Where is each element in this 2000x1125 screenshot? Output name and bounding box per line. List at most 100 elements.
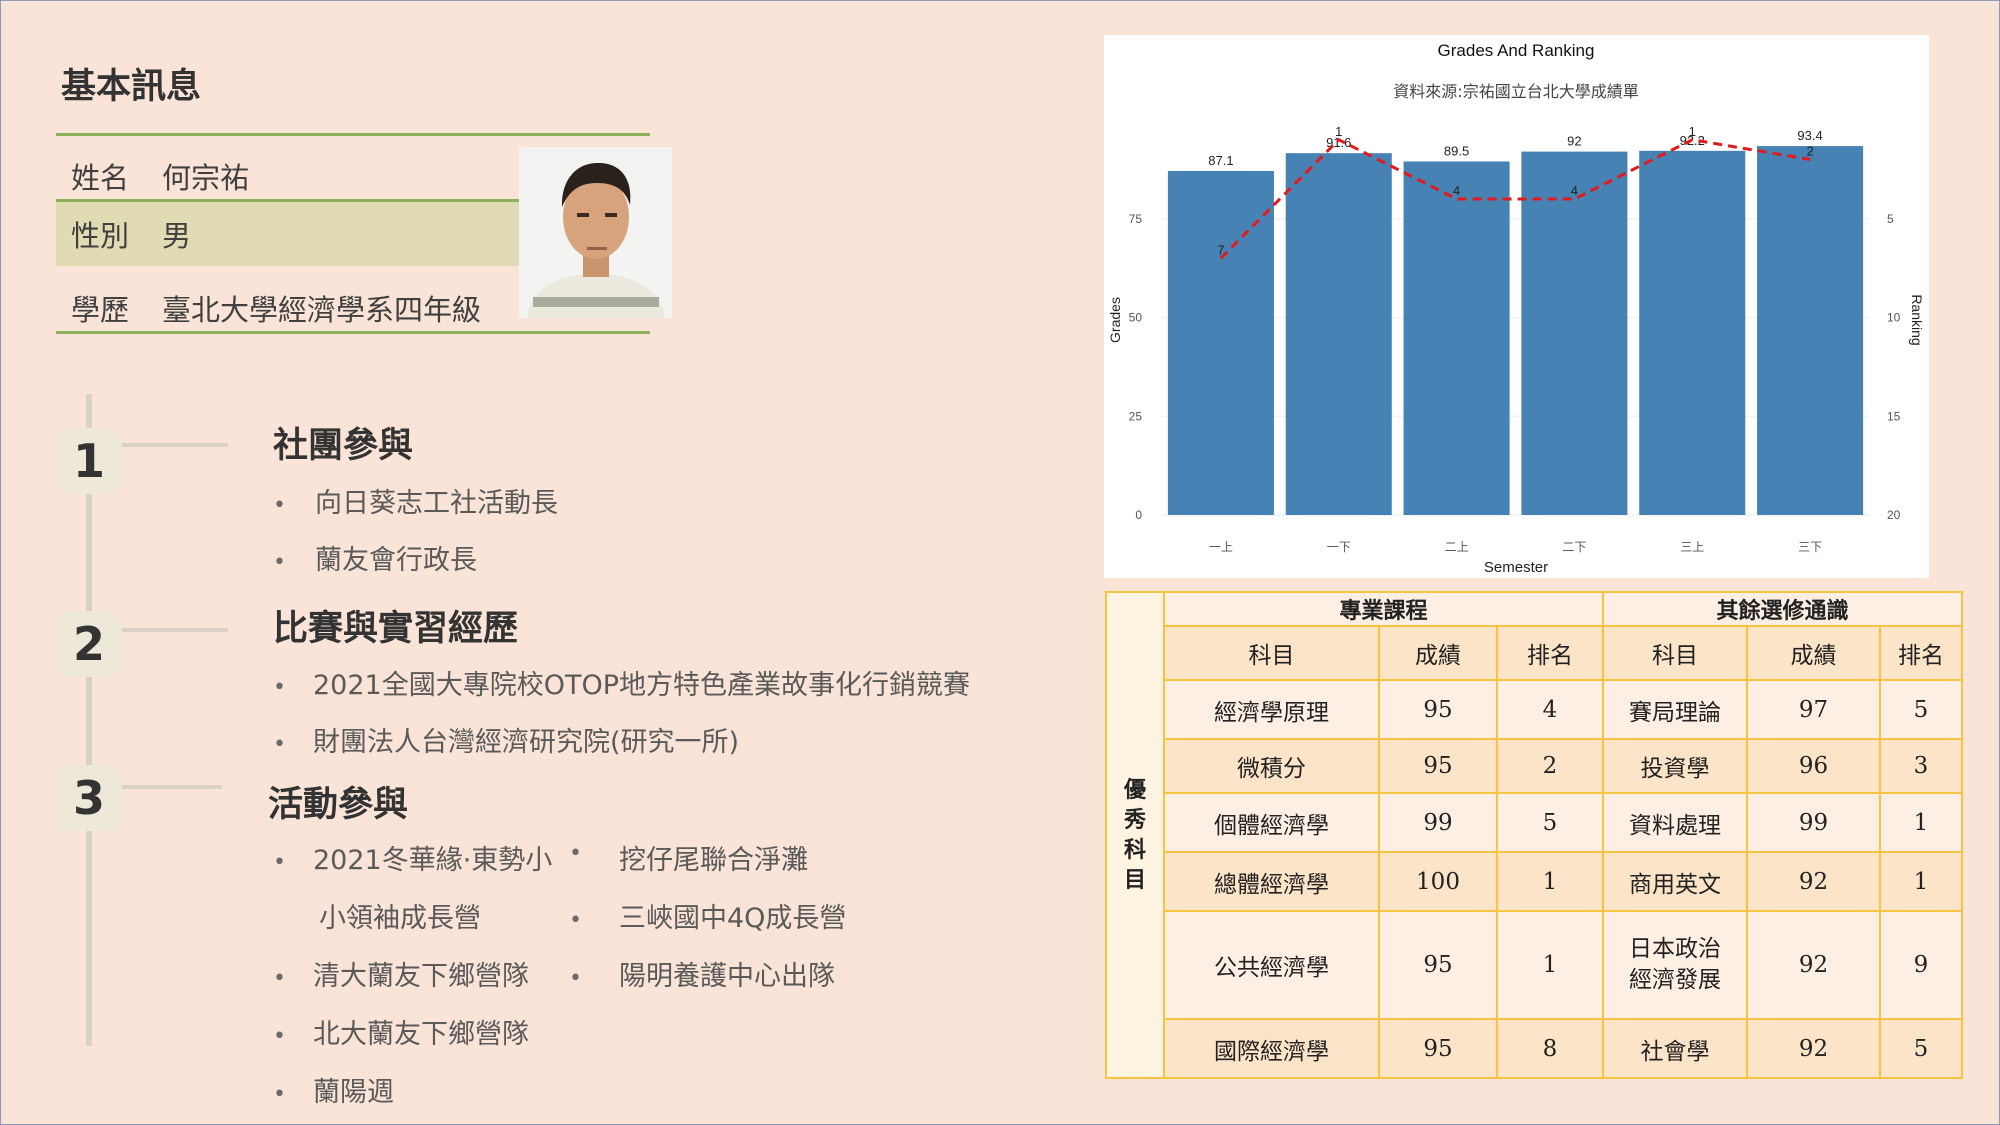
- chart-title: Grades And Ranking: [1438, 41, 1595, 60]
- table-cell: 92: [1746, 910, 1881, 1020]
- table-cell: 投資學: [1602, 738, 1748, 794]
- info-label: 姓名: [71, 161, 130, 195]
- chart-bar: [1167, 170, 1274, 515]
- table-cell: 99: [1746, 792, 1881, 853]
- list-item: 小領袖成長營: [319, 903, 481, 934]
- list-item: • 清大蘭友下鄉營隊: [273, 961, 529, 992]
- table-cell: 95: [1378, 910, 1498, 1020]
- list-item: • 三峽國中4Q成長營: [569, 903, 847, 934]
- table-cell: 個體經濟學: [1163, 792, 1380, 853]
- info-value: 何宗祐: [162, 161, 250, 195]
- list-item: 挖仔尾聯合淨灘: [619, 845, 808, 876]
- table-cell: 經濟學原理: [1163, 679, 1380, 740]
- info-row-name: 姓名 何宗祐: [56, 144, 518, 208]
- rank-label: 4: [1453, 183, 1460, 198]
- timeline-title: 活動參與: [268, 785, 409, 825]
- y2-axis-title: Ranking: [1909, 294, 1925, 345]
- column-header: 成績: [1378, 625, 1498, 681]
- list-item: • 向日葵志工社活動長: [273, 488, 558, 519]
- side-label: 優秀科目: [1105, 591, 1165, 1079]
- table-cell: 國際經濟學: [1163, 1018, 1380, 1079]
- y2-tick-label: 10: [1887, 311, 1901, 325]
- bar-value-label: 93.4: [1797, 128, 1822, 143]
- grades-table: 優秀科目 專業課程 其餘選修通識 科目 成績 排名 科目 成績 排名 經濟學原理…: [1105, 591, 1963, 1079]
- chart-bar: [1757, 146, 1864, 515]
- info-value: 男: [162, 219, 192, 253]
- y2-tick-label: 5: [1887, 212, 1894, 226]
- rank-label: 2: [1806, 144, 1813, 159]
- table-cell: 95: [1378, 738, 1498, 794]
- table-cell: 1: [1879, 792, 1963, 853]
- rank-label: 4: [1571, 183, 1578, 198]
- divider: [56, 133, 650, 136]
- timeline-connector: [122, 628, 228, 632]
- chart-bar: [1521, 151, 1628, 515]
- table-cell: 2: [1496, 738, 1604, 794]
- table-cell: 公共經濟學: [1163, 910, 1380, 1020]
- table-row: 國際經濟學 95 8 社會學 92 5: [1106, 1018, 1963, 1079]
- table-cell: 99: [1378, 792, 1498, 853]
- table-cell: 95: [1378, 679, 1498, 740]
- table-cell: 1: [1496, 851, 1604, 912]
- table-row: 總體經濟學 100 1 商用英文 92 1: [1106, 851, 1963, 912]
- x-tick-label: 一下: [1327, 540, 1351, 554]
- x-tick-label: 二下: [1562, 540, 1586, 554]
- table-cell: 92: [1746, 1018, 1881, 1079]
- info-label: 學歷: [71, 293, 130, 327]
- group-header: 專業課程: [1163, 591, 1604, 627]
- ranking-line: [1219, 137, 1811, 260]
- table-cell: 5: [1496, 792, 1604, 853]
- table-cell: 資料處理: [1602, 792, 1748, 853]
- list-item: • 2021全國大專院校OTOP地方特色產業故事化行銷競賽: [273, 670, 970, 701]
- timeline-connector: [122, 443, 228, 447]
- bar-value-label: 87.1: [1208, 153, 1233, 168]
- table-row: 個體經濟學 99 5 資料處理 99 1: [1106, 792, 1963, 853]
- table-cell: 8: [1496, 1018, 1604, 1079]
- x-tick-label: 三下: [1798, 540, 1822, 554]
- info-value: 臺北大學經濟學系四年級: [162, 293, 482, 327]
- info-row-education: 學歷 臺北大學經濟學系四年級: [56, 276, 650, 340]
- x-tick-label: 三上: [1680, 540, 1704, 554]
- table-cell: 5: [1879, 1018, 1963, 1079]
- table-cell: 商用英文: [1602, 851, 1748, 912]
- timeline-title: 社團參與: [273, 426, 414, 466]
- rank-label: 1: [1689, 124, 1696, 139]
- column-header-row: 科目 成績 排名 科目 成績 排名: [1106, 625, 1963, 681]
- bar-value-label: 89.5: [1444, 143, 1469, 158]
- column-header: 成績: [1746, 625, 1881, 681]
- column-header: 排名: [1496, 625, 1604, 681]
- list-item: • 蘭陽週: [273, 1077, 394, 1108]
- table-cell: 日本政治經濟發展: [1602, 910, 1748, 1020]
- table-cell: 92: [1746, 851, 1881, 912]
- timeline-number: 2: [56, 611, 122, 677]
- list-item: • 財團法人台灣經濟研究院(研究一所): [273, 727, 740, 758]
- column-header: 排名: [1879, 625, 1963, 681]
- table-row: 經濟學原理 95 4 賽局理論 97 5: [1106, 679, 1963, 740]
- y-tick-label: 0: [1135, 508, 1142, 522]
- y-tick-label: 25: [1129, 409, 1143, 423]
- rank-label: 1: [1335, 124, 1342, 139]
- table-cell: 1: [1879, 851, 1963, 912]
- list-item: • 蘭友會行政長: [273, 545, 477, 576]
- y-axis-title: Grades: [1107, 297, 1123, 343]
- table-row: 公共經濟學 95 1 日本政治經濟發展 92 9: [1106, 910, 1963, 1020]
- table-cell: 3: [1879, 738, 1963, 794]
- x-tick-label: 一上: [1209, 540, 1233, 554]
- table-cell: 賽局理論: [1602, 679, 1748, 740]
- table-cell: 1: [1496, 910, 1604, 1020]
- x-tick-label: 二上: [1445, 540, 1469, 554]
- table-cell: 100: [1378, 851, 1498, 912]
- y2-tick-label: 20: [1887, 508, 1901, 522]
- table-cell: 5: [1879, 679, 1963, 740]
- timeline-number: 3: [56, 765, 122, 831]
- table-cell: 96: [1746, 738, 1881, 794]
- table-cell: 95: [1378, 1018, 1498, 1079]
- timeline-line: [86, 394, 92, 1046]
- table-cell: 總體經濟學: [1163, 851, 1380, 912]
- timeline-title: 比賽與實習經歷: [273, 609, 519, 649]
- chart-canvas: Grades And Ranking 資料來源:宗祐國立台北大學成績單 87.1 一上…: [1107, 41, 1925, 576]
- divider: [56, 331, 650, 334]
- table-cell: 4: [1496, 679, 1604, 740]
- list-item: • 2021冬華緣·東勢小: [273, 845, 553, 876]
- table-cell: 微積分: [1163, 738, 1380, 794]
